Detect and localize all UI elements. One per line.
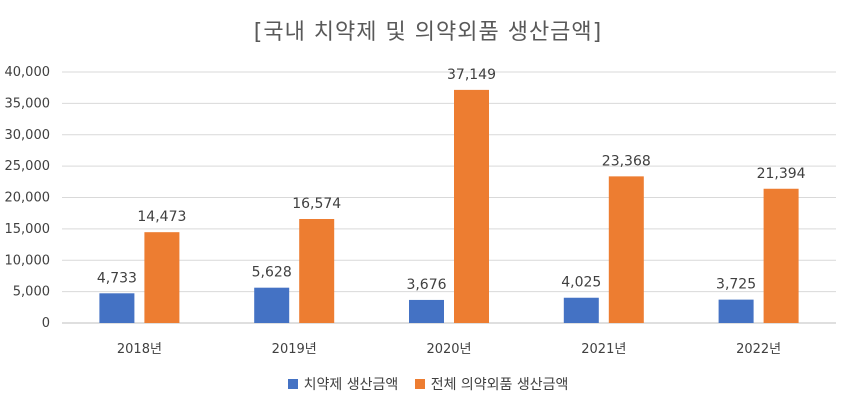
y-tick-label: 30,000 (5, 128, 51, 143)
data-label: 3,725 (716, 277, 756, 293)
bar-series-1 (99, 293, 135, 323)
legend: 치약제 생산금액 전체 의약외품 생산금액 (0, 374, 856, 394)
y-tick-label: 40,000 (5, 65, 51, 80)
data-label: 4,733 (97, 270, 137, 286)
legend-label-series-1: 치약제 생산금액 (303, 377, 399, 393)
gridlines (62, 71, 836, 324)
legend-swatch-series-1 (287, 379, 298, 389)
legend-item-series-1: 치약제 생산금액 (287, 374, 399, 394)
data-label: 16,574 (292, 196, 341, 212)
chart-title: [국내 치약제 및 의약외품 생산금액] (253, 20, 603, 45)
bar-series-1 (718, 299, 754, 323)
y-tick-label: 10,000 (5, 253, 51, 268)
bar-series-2 (299, 218, 335, 323)
x-tick-label: 2019년 (272, 342, 317, 357)
data-label: 4,025 (561, 275, 601, 291)
bar-series-2 (144, 232, 180, 323)
bar-series-1 (254, 287, 290, 323)
legend-swatch-series-2 (414, 379, 425, 389)
data-labels: 4,733 14,473 5,628 16,574 3,676 37,149 4,025 23… (97, 67, 806, 293)
data-label: 23,368 (602, 153, 651, 169)
bar-series-2 (608, 176, 644, 323)
y-tick-label: 35,000 (5, 96, 51, 111)
x-tick-label: 2020년 (426, 342, 471, 357)
y-axis-ticks: 0 5,000 10,000 15,000 20,000 25,000 30,000 35,0… (5, 65, 51, 331)
y-tick-label: 20,000 (5, 191, 51, 206)
data-label: 21,394 (757, 166, 806, 182)
bar-series-2 (763, 188, 799, 323)
data-label: 3,676 (406, 277, 446, 293)
data-label: 5,628 (252, 265, 292, 281)
x-tick-label: 2018년 (117, 342, 162, 357)
y-tick-label: 5,000 (13, 285, 50, 300)
x-axis-ticks: 2018년 2019년 2020년 2021년 2022년 (117, 342, 781, 357)
y-tick-label: 15,000 (5, 222, 51, 237)
bar-series-1 (563, 297, 599, 323)
bars (99, 89, 799, 324)
y-tick-label: 0 (42, 316, 50, 331)
bar-series-2 (454, 89, 489, 324)
legend-label-series-2: 전체 의약외품 생산금액 (430, 377, 569, 393)
x-tick-label: 2022년 (736, 342, 781, 357)
y-tick-label: 25,000 (5, 159, 51, 174)
legend-item-series-2: 전체 의약외품 생산금액 (414, 374, 569, 394)
data-label: 37,149 (447, 67, 496, 83)
x-tick-label: 2021년 (581, 342, 626, 357)
data-label: 14,473 (137, 209, 186, 225)
bar-series-1 (409, 299, 444, 323)
